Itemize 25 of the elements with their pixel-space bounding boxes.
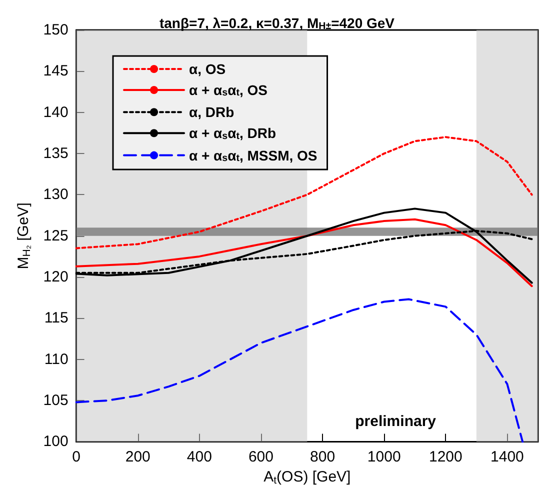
x-tick-label: 200 <box>125 448 150 466</box>
y-tick-label: 150 <box>43 22 68 38</box>
y-axis-title: MH₂ [GeV] <box>15 202 33 270</box>
y-tick-label: 125 <box>43 227 68 244</box>
x-tick-label: 400 <box>186 448 212 466</box>
x-tick-label: 600 <box>248 448 274 466</box>
x-tick-label: 1000 <box>367 448 401 466</box>
y-tick-label: 105 <box>43 392 68 410</box>
y-tick-label: 120 <box>43 268 68 286</box>
x-tick-label: 1200 <box>428 448 462 466</box>
annotation: preliminary <box>355 413 437 430</box>
x-tick-label: 1400 <box>490 448 524 466</box>
legend-label: α, DRb <box>189 104 234 120</box>
y-tick-label: 135 <box>43 145 68 162</box>
y-tick-label: 130 <box>43 186 68 204</box>
x-tick-label: 800 <box>310 448 336 466</box>
y-tick-label: 115 <box>44 310 68 327</box>
y-tick-label: 145 <box>43 62 68 80</box>
legend-label: α, OS <box>189 61 226 77</box>
line-series <box>75 298 524 443</box>
y-tick-label: 110 <box>44 350 68 368</box>
y-tick-label: 100 <box>43 433 68 450</box>
y-tick-label: 140 <box>43 104 68 121</box>
x-tick-label: 0 <box>72 448 80 466</box>
line-series <box>75 218 533 288</box>
